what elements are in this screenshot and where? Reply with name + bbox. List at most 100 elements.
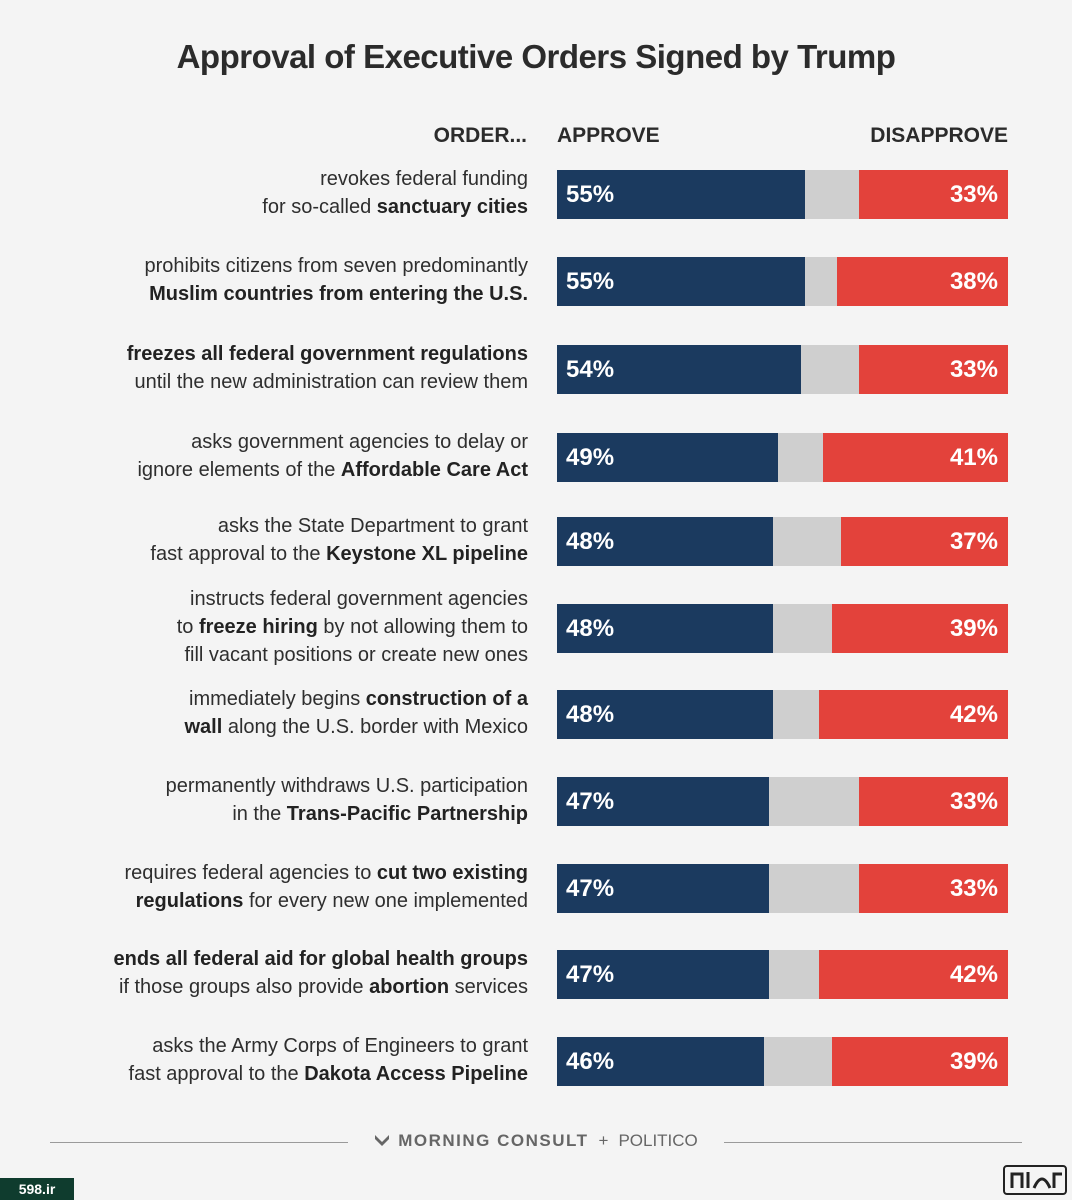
row-label-emphasis: wall <box>184 715 223 738</box>
row-label-text: for so-called <box>262 195 377 218</box>
row-label-emphasis: freezes all federal government regulatio… <box>126 342 528 365</box>
row-label-line: for so-called sanctuary cities <box>8 193 528 221</box>
row-label-emphasis: cut two existing <box>376 861 528 884</box>
row-label-line: fast approval to the Keystone XL pipelin… <box>8 540 528 568</box>
bar-disapprove: 38% <box>836 257 1008 306</box>
header-order: ORDER... <box>433 124 527 147</box>
row-label-line: asks the State Department to grant <box>8 512 528 540</box>
bar-approve: 54% <box>557 345 801 394</box>
footer-brand-politico: POLITICO <box>618 1131 698 1150</box>
row-label-text: fast approval to the <box>150 542 327 565</box>
morning-consult-logo-icon <box>375 1135 390 1146</box>
row-label-line: immediately begins construction of a <box>8 685 528 713</box>
stacked-bar: 54% 33% <box>557 345 1008 394</box>
row-label-text: if those groups also provide <box>118 975 370 998</box>
bar-approve: 55% <box>557 170 806 219</box>
value-disapprove: 33% <box>949 356 998 383</box>
row-label-text: ignore elements of the <box>137 458 341 481</box>
row-label-text: along the U.S. border with Mexico <box>222 715 528 738</box>
row-label: prohibits citizens from seven predominan… <box>8 252 528 308</box>
row-label-text: permanently withdraws U.S. participation <box>165 774 528 797</box>
stacked-bar: 55% 33% <box>557 170 1008 219</box>
stacked-bar: 49% 41% <box>557 433 1008 482</box>
value-disapprove: 37% <box>949 528 998 555</box>
row-label-text: revokes federal funding <box>320 167 528 190</box>
bar-disapprove: 42% <box>818 690 1008 739</box>
row-label-line: revokes federal funding <box>8 165 528 193</box>
row-label-emphasis: construction of a <box>365 687 528 710</box>
value-approve: 49% <box>566 444 615 471</box>
row-label-line: ends all federal aid for global health g… <box>8 945 528 973</box>
row-label-line: ignore elements of the Affordable Care A… <box>8 456 528 484</box>
watermark-598: 598.ir <box>0 1178 74 1200</box>
row-label-emphasis: ends all federal aid for global health g… <box>113 947 528 970</box>
row-label-text: to <box>176 615 199 638</box>
bar-approve: 48% <box>557 604 774 653</box>
stacked-bar: 48% 42% <box>557 690 1008 739</box>
row-label-emphasis: Dakota Access Pipeline <box>304 1062 528 1085</box>
row-label-emphasis: Affordable Care Act <box>340 458 528 481</box>
row-label-line: regulations for every new one implemente… <box>8 887 528 915</box>
row-label-text: asks government agencies to delay or <box>191 430 528 453</box>
footer-brand-morning-consult: MORNING CONSULT <box>398 1131 589 1150</box>
row-label-emphasis: regulations <box>135 889 244 912</box>
row-label-text: until the new administration can review … <box>134 370 528 393</box>
value-disapprove: 38% <box>949 268 998 295</box>
header-approve: APPROVE <box>557 124 660 147</box>
row-label-text: in the <box>232 802 287 825</box>
value-disapprove: 42% <box>949 701 998 728</box>
value-approve: 55% <box>566 181 615 208</box>
value-approve: 47% <box>566 961 615 988</box>
header-disapprove: DISAPPROVE <box>870 124 1008 147</box>
footer-plus: + <box>598 1131 609 1150</box>
value-disapprove: 39% <box>949 1048 998 1075</box>
footer: MORNING CONSULT + POLITICO <box>0 1131 1072 1151</box>
value-disapprove: 42% <box>949 961 998 988</box>
bar-disapprove: 39% <box>832 604 1008 653</box>
bar-approve: 49% <box>557 433 778 482</box>
row-label-text: by not allowing them to <box>317 615 528 638</box>
stacked-bar: 48% 37% <box>557 517 1008 566</box>
bar-disapprove: 33% <box>859 864 1008 913</box>
bar-disapprove: 42% <box>818 950 1008 999</box>
row-label: asks the State Department to grant fast a… <box>8 512 528 568</box>
row-label-text: fast approval to the <box>128 1062 305 1085</box>
row-label-text: fill vacant positions or create new ones <box>184 643 528 666</box>
stacked-bar: 47% 42% <box>557 950 1008 999</box>
value-approve: 47% <box>566 875 615 902</box>
stacked-bar: 47% 33% <box>557 777 1008 826</box>
stacked-bar: 55% 38% <box>557 257 1008 306</box>
bar-disapprove: 41% <box>823 433 1008 482</box>
value-approve: 46% <box>566 1048 615 1075</box>
row-label-line: Muslim countries from entering the U.S. <box>8 280 528 308</box>
bar-approve: 48% <box>557 517 774 566</box>
row-label: requires federal agencies to cut two exi… <box>8 859 529 915</box>
value-approve: 55% <box>566 268 615 295</box>
row-label-text: instructs federal government agencies <box>190 587 528 610</box>
row-label-line: prohibits citizens from seven predominan… <box>8 252 528 280</box>
row-label: permanently withdraws U.S. participation… <box>8 772 528 828</box>
row-label-line: fast approval to the Dakota Access Pipel… <box>8 1060 528 1088</box>
value-approve: 54% <box>566 356 615 383</box>
stacked-bar: 47% 33% <box>557 864 1008 913</box>
row-label-text: asks the Army Corps of Engineers to gran… <box>152 1034 528 1057</box>
row-label-line: until the new administration can review … <box>8 368 528 396</box>
row-label: asks government agencies to delay or igno… <box>8 428 528 484</box>
row-label: instructs federal government agencies to … <box>8 585 528 669</box>
row-label-line: requires federal agencies to cut two exi… <box>8 859 529 887</box>
row-label: ends all federal aid for global health g… <box>8 945 528 1001</box>
value-approve: 48% <box>566 701 615 728</box>
row-label: revokes federal funding for so-called san… <box>8 165 528 221</box>
bar-disapprove: 33% <box>859 345 1008 394</box>
bar-approve: 47% <box>557 950 769 999</box>
row-label-line: permanently withdraws U.S. participation <box>8 772 528 800</box>
row-label-text: asks the State Department to grant <box>217 514 528 537</box>
row-label-emphasis: Keystone XL pipeline <box>326 542 528 565</box>
bar-approve: 46% <box>557 1037 765 1086</box>
row-label: immediately begins construction of a wall… <box>8 685 529 741</box>
row-label-line: freezes all federal government regulatio… <box>8 340 528 368</box>
row-label-text: requires federal agencies to <box>124 861 377 884</box>
row-label-line: fill vacant positions or create new ones <box>8 641 528 669</box>
row-label-line: asks the Army Corps of Engineers to gran… <box>8 1032 528 1060</box>
row-label-emphasis: Muslim countries from entering the U.S. <box>149 282 528 305</box>
